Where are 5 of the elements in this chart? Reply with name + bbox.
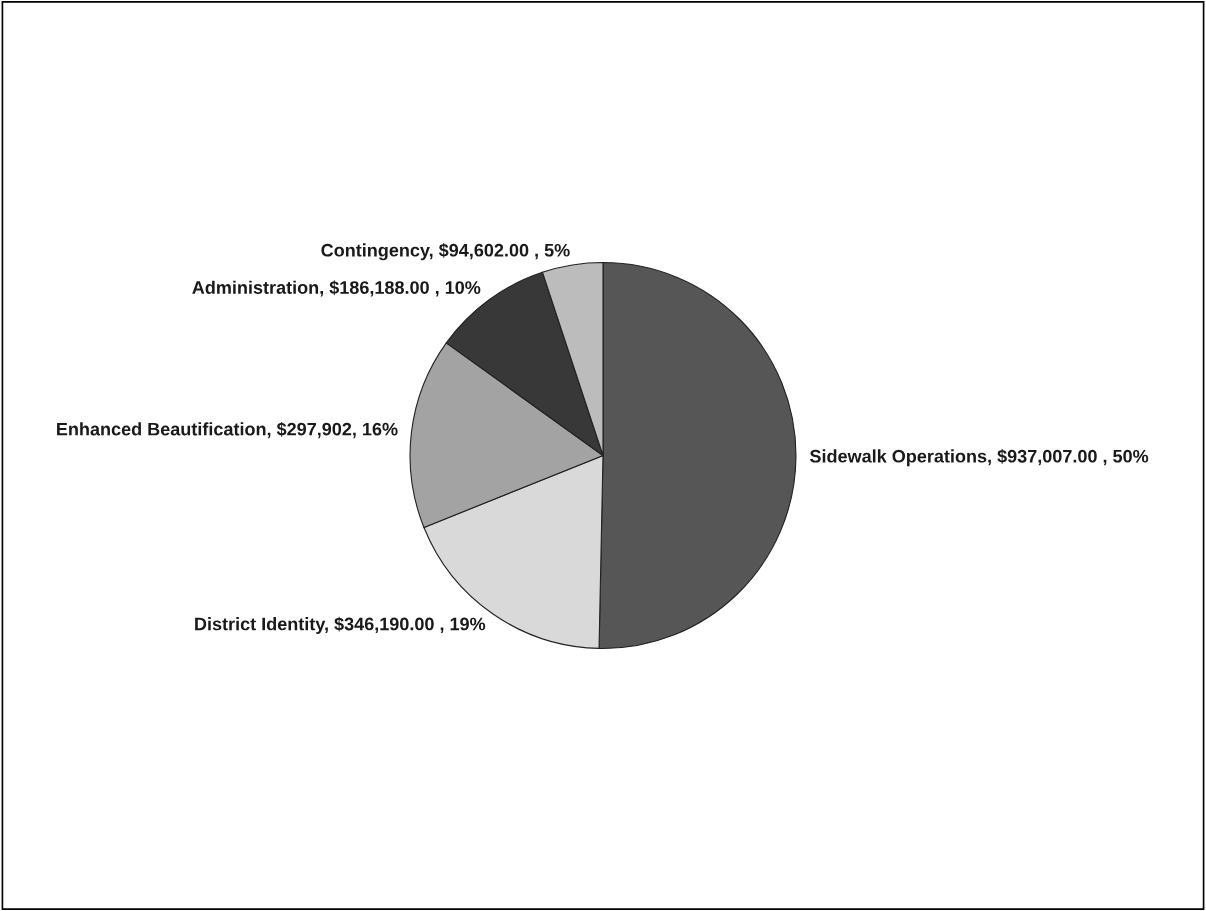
slice-label: Enhanced Beautification, $297,902, 16% [57, 421, 398, 439]
slice-label: Contingency, $94,602.00 , 5% [321, 243, 570, 261]
slice-label: Sidewalk Operations, $937,007.00 , 50% [809, 449, 1149, 467]
slice-label: District Identity, $346,190.00 , 19% [195, 616, 486, 634]
slice-label: Administration, $186,188.00 , 10% [192, 280, 481, 297]
